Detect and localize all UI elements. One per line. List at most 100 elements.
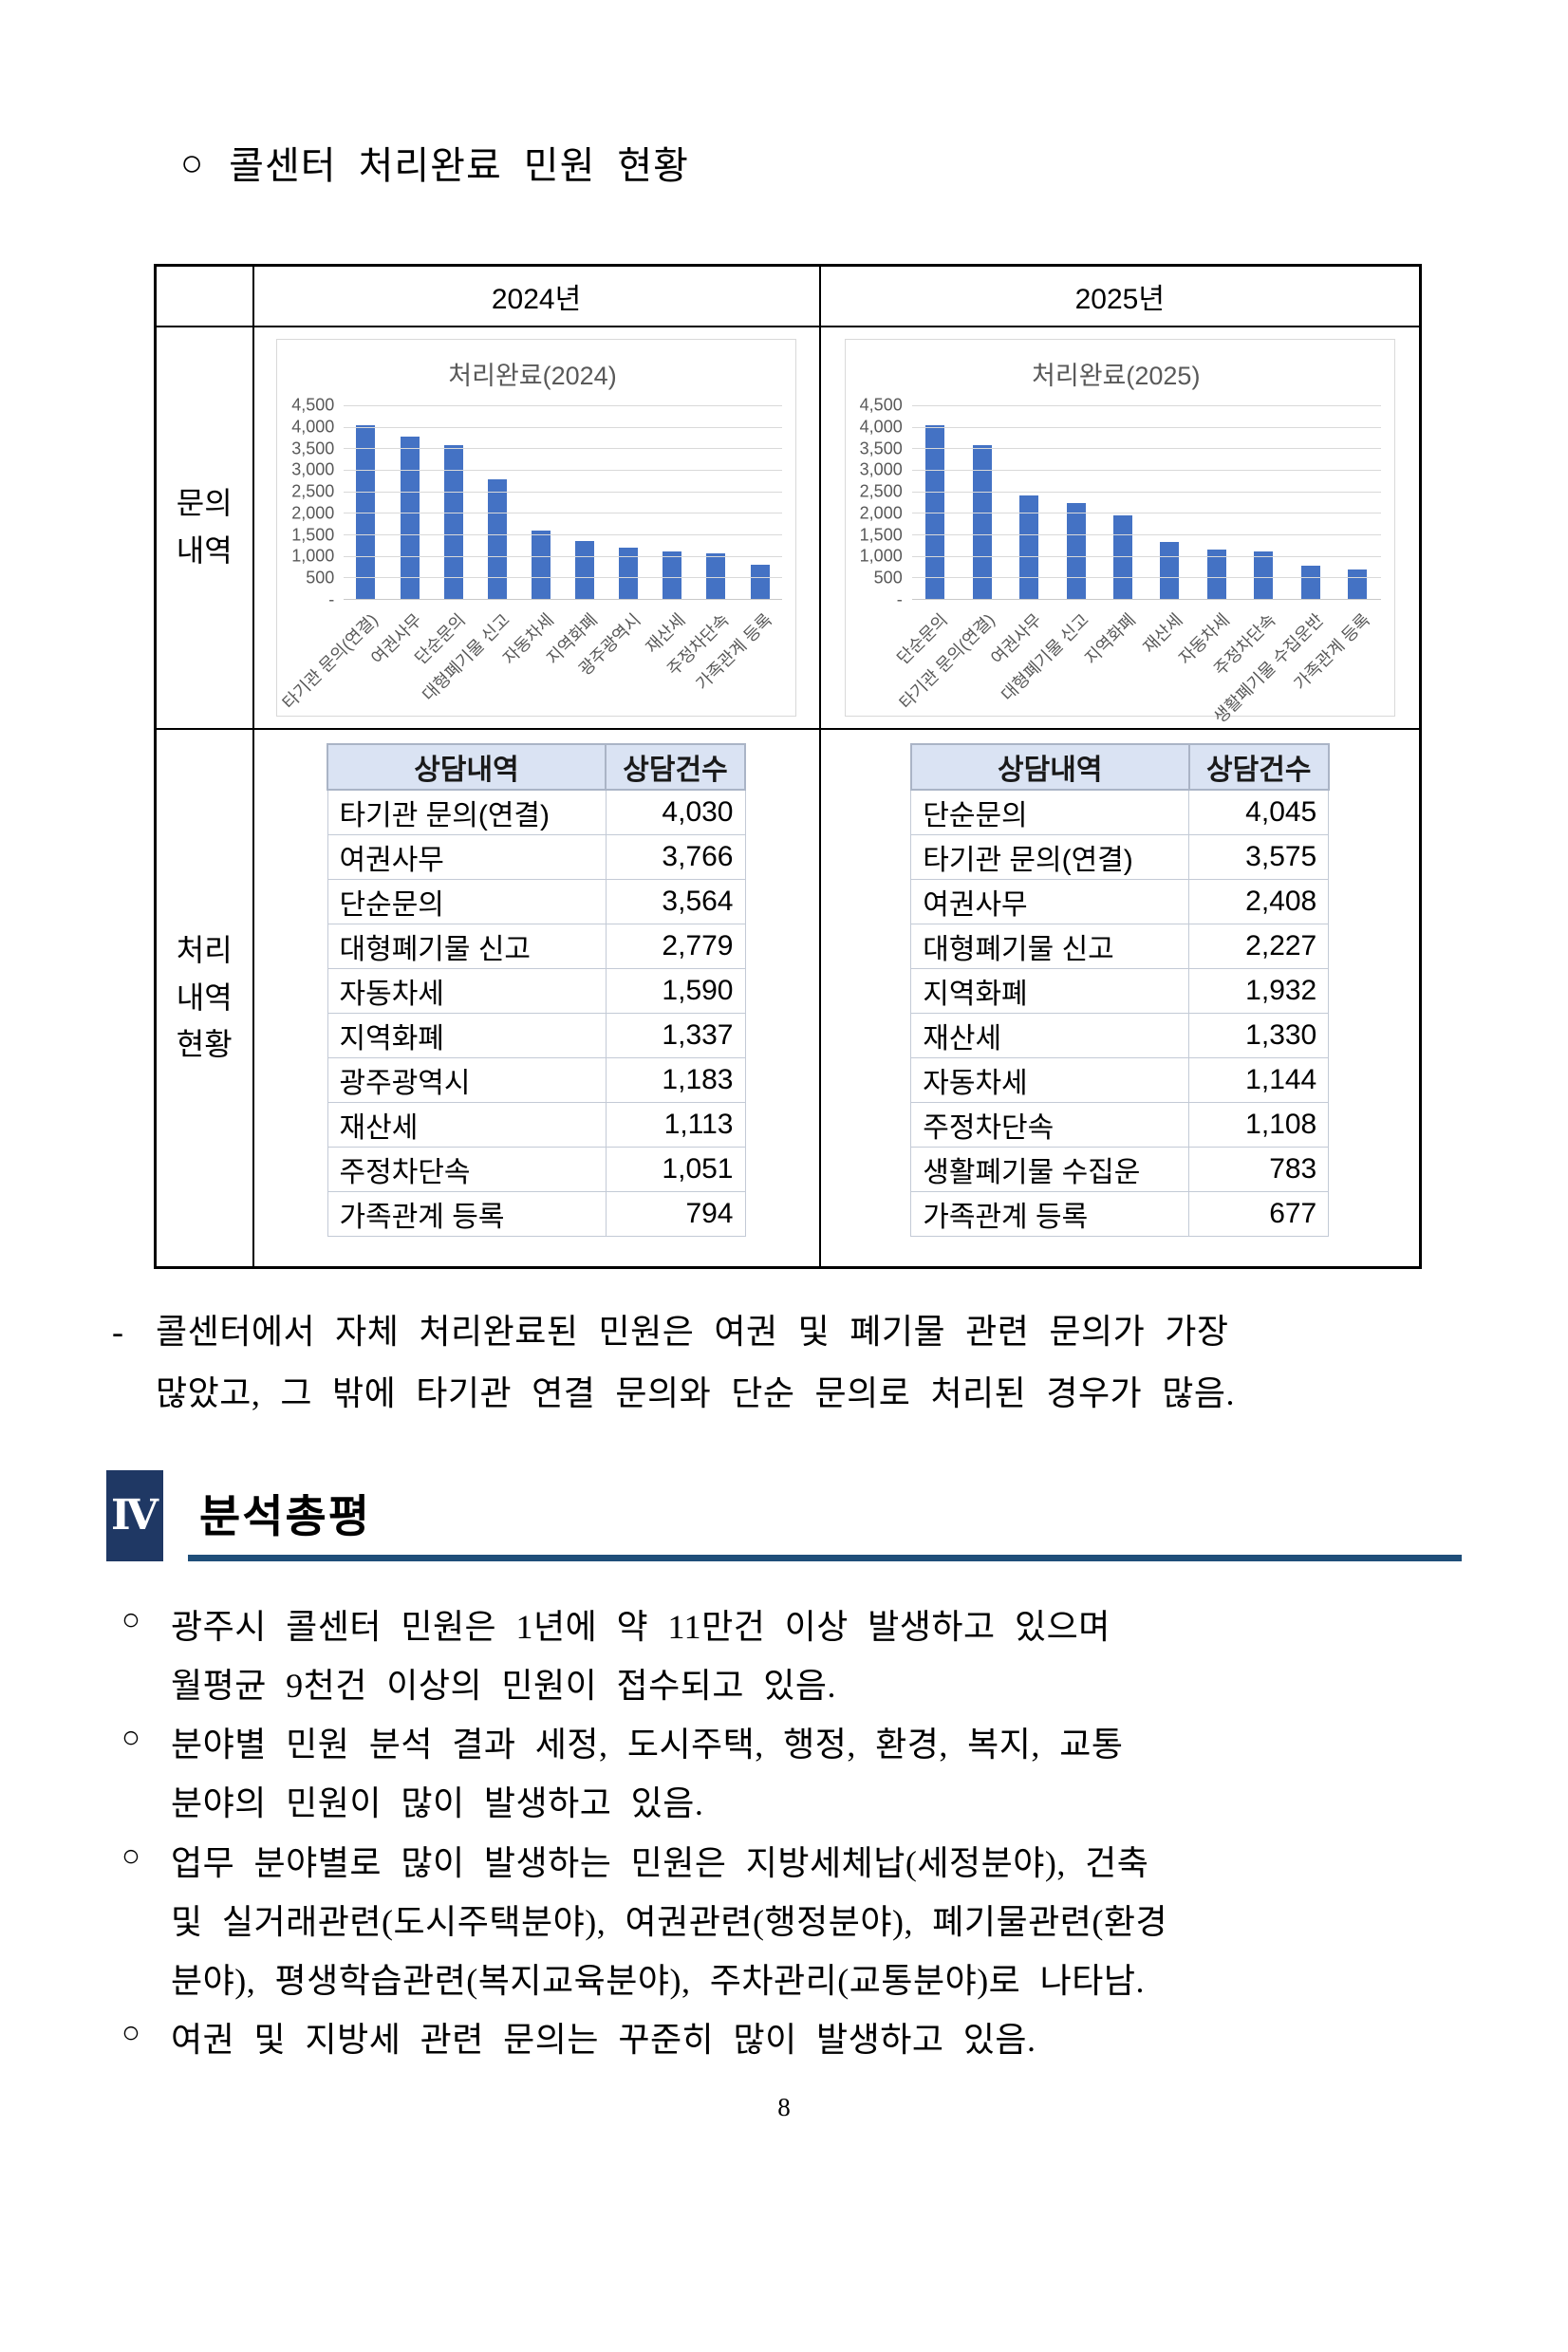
chart-bar xyxy=(1300,565,1320,599)
dash-marker: - xyxy=(112,1313,123,1351)
y-tick-label: - xyxy=(328,589,335,609)
consult-count: 3,564 xyxy=(605,879,746,924)
table-row: 생활폐기물 수집운 783 xyxy=(910,1147,1330,1192)
consult-count: 1,330 xyxy=(1188,1013,1330,1058)
bar-slot xyxy=(387,405,431,599)
detail-cell-2025: 상담내역 상담건수 단순문의 4,045 타기관 문의(연결) 3,575 여권사무 2,4… xyxy=(818,728,1422,1269)
detail-col-header: 상담건수 xyxy=(1187,743,1330,791)
chart-bar xyxy=(925,424,945,599)
chart-bar xyxy=(443,445,463,599)
bar-slot xyxy=(1147,405,1193,599)
bar-slot xyxy=(1193,405,1240,599)
consult-type: 지역화폐 xyxy=(327,1013,607,1058)
y-tick-label: - xyxy=(896,589,903,609)
section-iv-header: Ⅳ 분석총평 xyxy=(106,1469,1462,1561)
chart-bars xyxy=(344,405,781,599)
bar-slot xyxy=(694,405,737,599)
table-row: 대형폐기물 신고 2,779 xyxy=(327,924,746,969)
consult-type: 타기관 문의(연결) xyxy=(327,789,607,835)
x-tick-label: 지역화폐 xyxy=(1081,609,1140,668)
detail-header-row: 상담내역 상담건수 xyxy=(327,743,746,791)
corner-cell xyxy=(154,264,254,327)
chart-bar xyxy=(750,565,770,599)
consult-count: 4,030 xyxy=(605,789,746,835)
chart-cell-2025: 처리완료(2025) 4,500 4,000 3,500 3,000 2,500 2,00… xyxy=(818,326,1422,730)
consult-type: 가족관계 등록 xyxy=(910,1191,1190,1237)
chart-bar xyxy=(1113,515,1133,599)
table-row: 가족관계 등록 677 xyxy=(910,1191,1330,1237)
consult-type: 주정차단속 xyxy=(327,1147,607,1192)
table-row: 지역화폐 1,337 xyxy=(327,1013,746,1058)
consult-type: 여권사무 xyxy=(910,879,1190,924)
summary-bullet-text: 여권 및 지방세 관련 문의는 꾸준히 많이 발생하고 있음. xyxy=(171,2021,1036,2060)
consult-type: 생활폐기물 수집운 xyxy=(910,1147,1190,1192)
table-row: 타기관 문의(연결) 4,030 xyxy=(327,789,746,835)
bar-slot xyxy=(1053,405,1099,599)
y-tick-label: 1,500 xyxy=(291,525,335,545)
consult-count: 1,337 xyxy=(605,1013,746,1058)
gridline xyxy=(344,577,782,579)
table-row: 지역화폐 1,932 xyxy=(910,968,1330,1014)
gridline xyxy=(911,448,1381,450)
y-tick-label: 4,000 xyxy=(291,417,335,437)
x-tick-label: 타기관 문의(연결) xyxy=(279,609,383,713)
section-title: 분석총평 xyxy=(199,1490,371,1541)
page-number: 8 xyxy=(777,2092,791,2121)
gridline xyxy=(911,469,1381,471)
year-2024-header: 2024년 xyxy=(252,264,821,327)
table-note: - 콜센터에서 자체 처리완료된 민원은 여권 및 폐기물 관련 문의가 가장 … xyxy=(112,1301,1511,1425)
chart-plot xyxy=(911,405,1381,600)
detail-col-header: 상담건수 xyxy=(605,743,746,791)
row-label-processing: 처리 내역 현황 xyxy=(154,728,254,1269)
consult-count: 2,408 xyxy=(1188,879,1330,924)
chart-cell-2024: 처리완료(2024) 4,500 4,000 3,500 3,000 2,500 2,00… xyxy=(252,326,821,730)
consult-count: 4,045 xyxy=(1188,789,1330,835)
summary-bullet-text: 분야별 민원 분석 결과 세정, 도시주택, 행정, 환경, 복지, 교통 분야… xyxy=(171,1726,1124,1823)
chart-bars xyxy=(912,405,1381,599)
consult-count: 2,227 xyxy=(1188,924,1330,969)
summary-bullet-text: 광주시 콜센터 민원은 1년에 약 11만건 이상 발생하고 있으며 월평균 9… xyxy=(171,1607,1111,1705)
consult-type: 가족관계 등록 xyxy=(327,1191,607,1237)
y-tick-label: 500 xyxy=(873,568,903,588)
bar-slot xyxy=(1099,405,1146,599)
bar-slot xyxy=(519,405,563,599)
y-tick-label: 3,000 xyxy=(859,459,903,479)
bar-chart-2024: 처리완료(2024) 4,500 4,000 3,500 3,000 2,500 2,00… xyxy=(276,339,796,717)
chart-bar xyxy=(1066,503,1086,599)
consult-count: 3,766 xyxy=(605,834,746,880)
consult-count: 1,590 xyxy=(605,968,746,1014)
section-heading: ○ 콜센터 처리완료 민원 현황 xyxy=(180,135,1568,190)
chart-bar xyxy=(1348,569,1368,599)
consult-count: 1,932 xyxy=(1188,968,1330,1014)
summary-bullet-text: 업무 분야별로 많이 발생하는 민원은 지방세체납(세정분야), 건축 및 실거… xyxy=(171,1843,1168,2001)
chart-plot xyxy=(344,405,782,600)
bar-slot xyxy=(1334,405,1380,599)
consult-type: 단순문의 xyxy=(910,789,1190,835)
bar-slot xyxy=(1287,405,1334,599)
chart-yaxis: 4,500 4,000 3,500 3,000 2,500 2,000 1,500 1,000… xyxy=(851,396,912,609)
gridline xyxy=(911,491,1381,493)
gridline xyxy=(344,469,782,471)
inquiry-charts-row: 문의 내역 처리완료(2024) 4,500 4,000 3,500 3,000 2,5… xyxy=(154,326,1422,730)
consult-type: 재산세 xyxy=(327,1102,607,1148)
y-tick-label: 2,500 xyxy=(291,481,335,501)
consult-count: 677 xyxy=(1188,1191,1330,1237)
y-tick-label: 1,000 xyxy=(291,546,335,566)
consult-type: 단순문의 xyxy=(327,879,607,924)
consult-type: 대형폐기물 신고 xyxy=(327,924,607,969)
y-tick-label: 2,500 xyxy=(859,481,903,501)
y-tick-label: 4,500 xyxy=(859,395,903,415)
table-row: 광주광역시 1,183 xyxy=(327,1057,746,1103)
consult-count: 2,779 xyxy=(605,924,746,969)
table-row: 재산세 1,113 xyxy=(327,1102,746,1148)
y-tick-label: 1,000 xyxy=(859,546,903,566)
gridline xyxy=(911,577,1381,579)
detail-col-header: 상담내역 xyxy=(327,743,607,791)
table-row: 주정차단속 1,108 xyxy=(910,1102,1330,1148)
table-row: 주정차단속 1,051 xyxy=(327,1147,746,1192)
y-tick-label: 2,000 xyxy=(859,503,903,523)
consult-count: 783 xyxy=(1188,1147,1330,1192)
bar-slot xyxy=(344,405,387,599)
consult-type: 재산세 xyxy=(910,1013,1190,1058)
chart-xlabels: 타기관 문의(연결) 여권사무 단순문의 대형폐기물 신고 자동차세 지역화폐 광주광역시 재… xyxy=(279,600,781,713)
